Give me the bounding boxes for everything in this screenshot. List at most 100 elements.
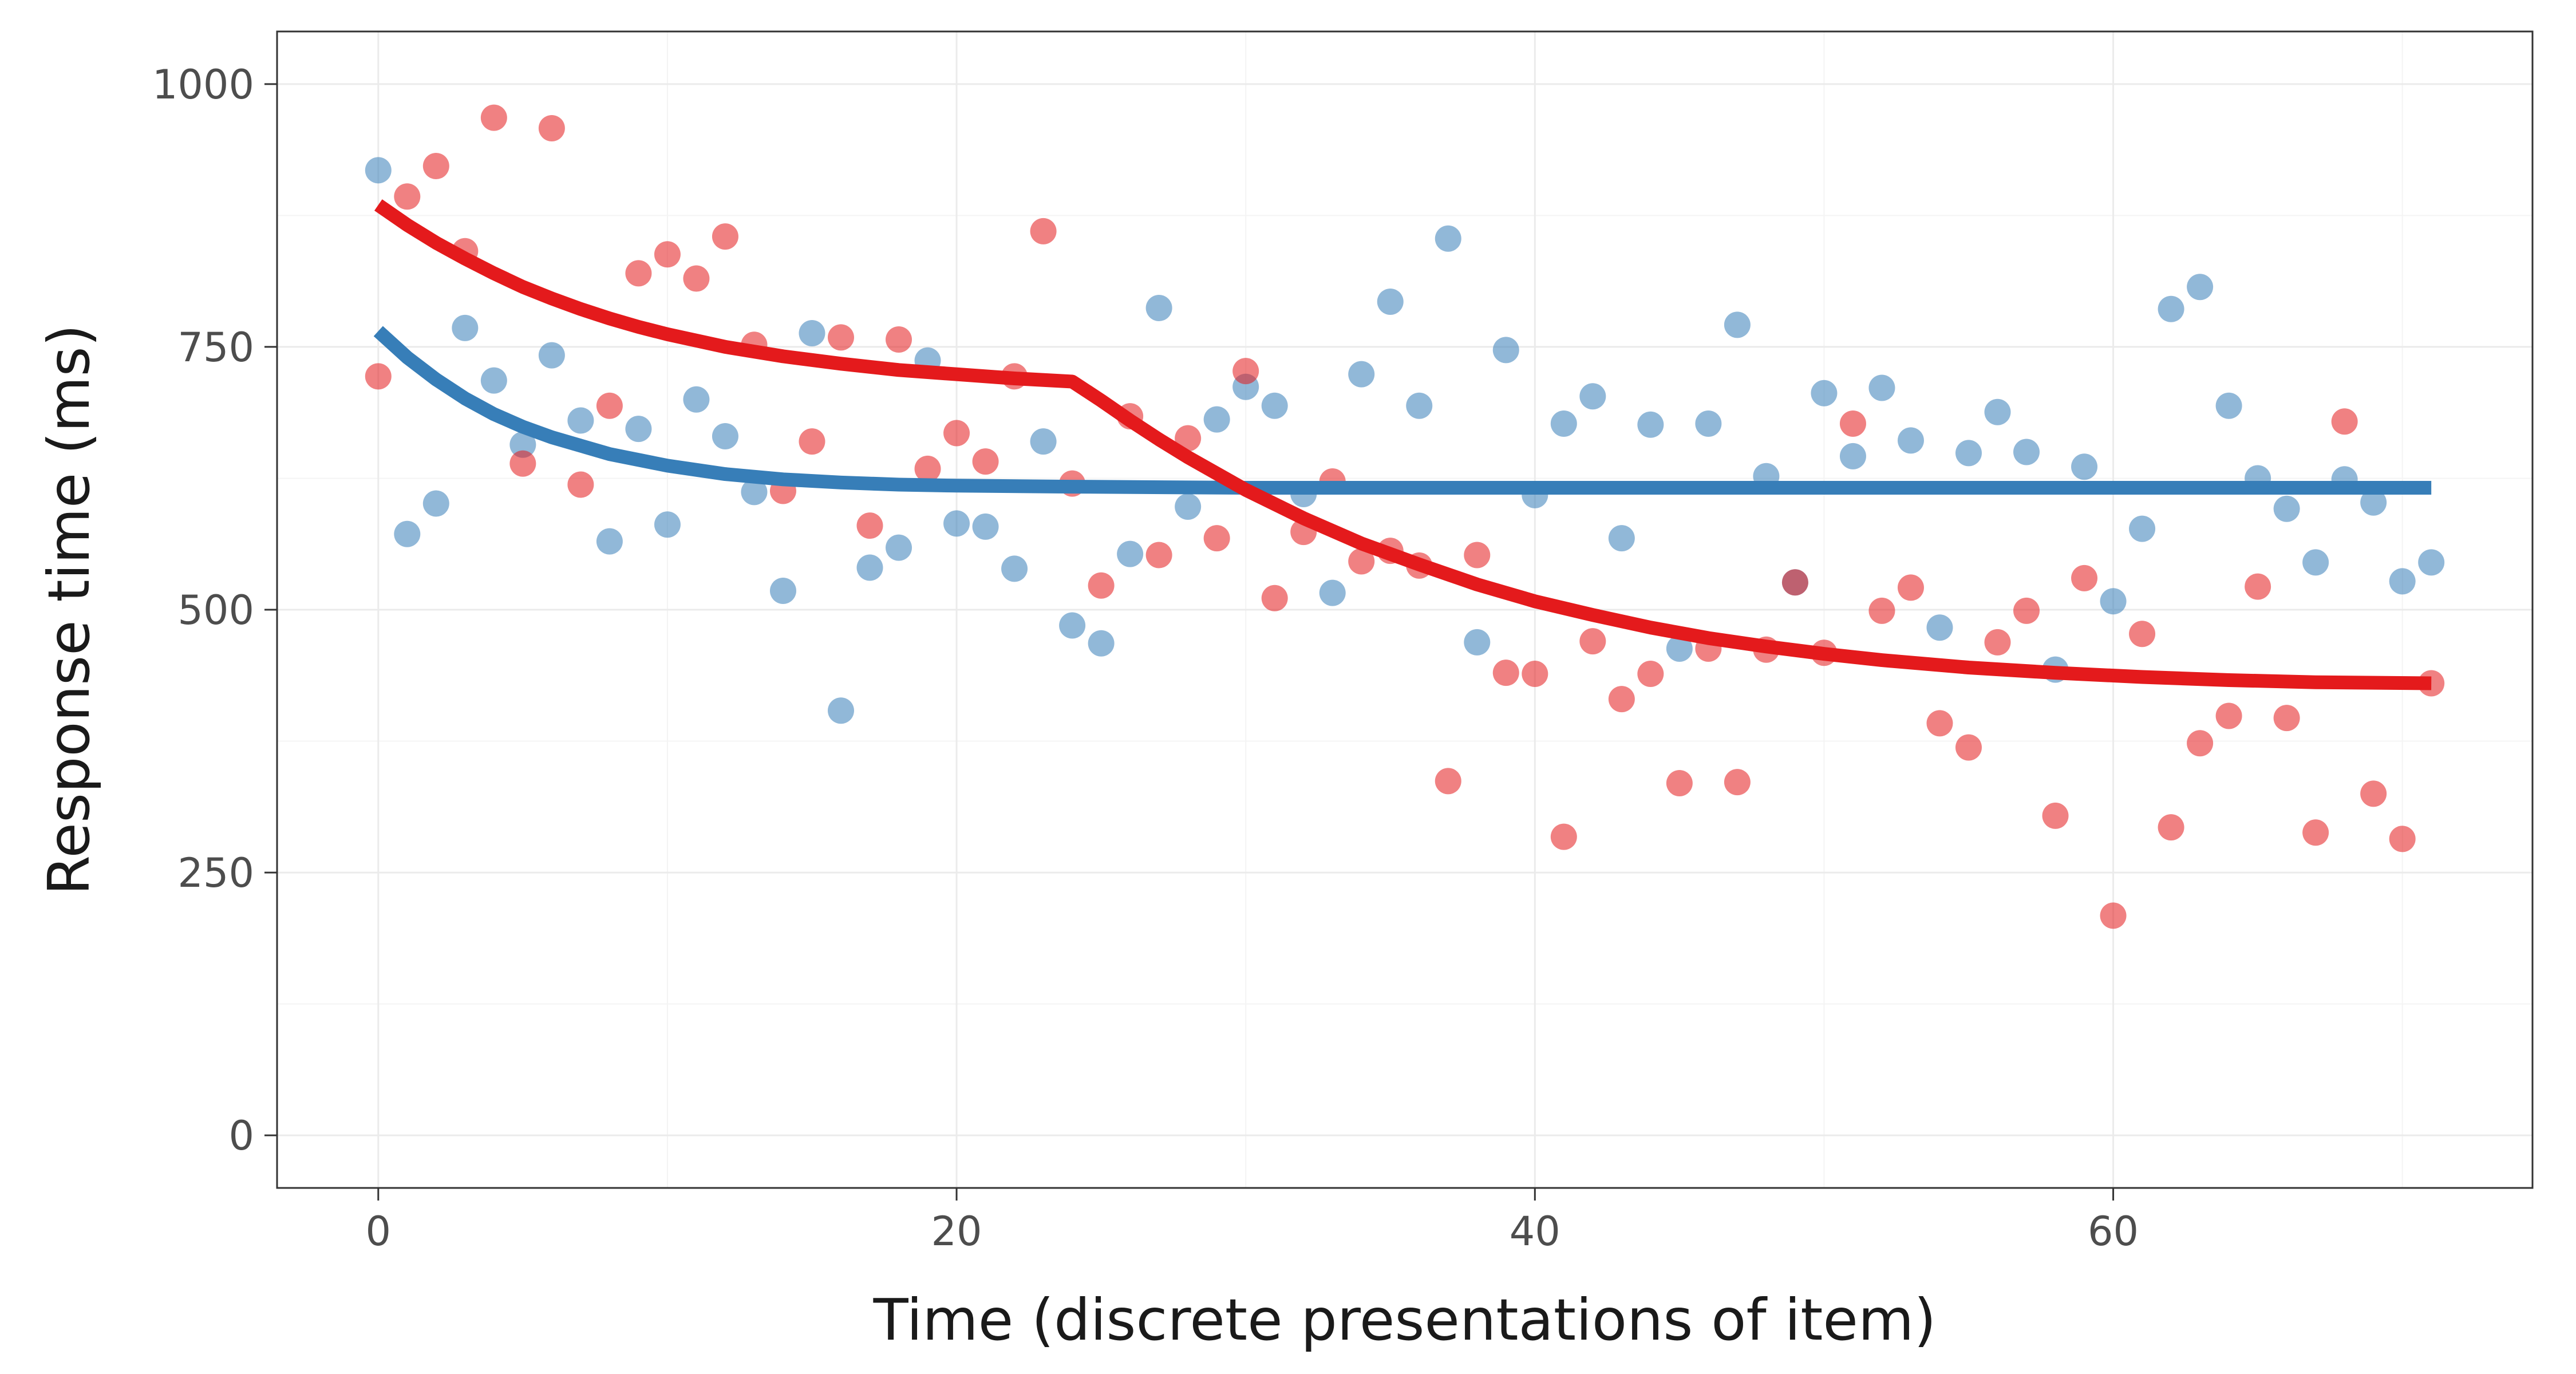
data-point-series-2 <box>2013 597 2040 624</box>
data-point-series-1 <box>567 407 594 434</box>
x-axis-title: Time (discrete presentations of item) <box>873 1286 1937 1353</box>
data-point-series-1 <box>596 528 623 555</box>
data-point-series-2 <box>509 450 536 477</box>
data-point-series-1 <box>1637 411 1664 438</box>
data-point-series-2 <box>2389 826 2416 852</box>
data-point-series-1 <box>2158 295 2184 322</box>
data-point-series-1 <box>2360 489 2387 516</box>
data-point-series-1 <box>1377 288 1404 315</box>
data-point-series-2 <box>1579 628 1606 655</box>
data-point-series-2 <box>1868 597 1895 624</box>
data-point-series-2 <box>480 104 507 131</box>
data-point-series-1 <box>509 431 536 458</box>
data-point-series-2 <box>1724 769 1751 796</box>
data-point-series-1 <box>1464 629 1491 656</box>
data-point-series-2 <box>856 512 883 539</box>
data-point-series-2 <box>1232 358 1259 385</box>
data-point-series-2 <box>2042 802 2069 829</box>
data-point-series-1 <box>2100 588 2127 615</box>
data-point-series-2 <box>712 223 738 250</box>
data-point-series-1 <box>1839 443 1866 469</box>
data-point-series-1 <box>365 157 392 184</box>
data-point-series-2 <box>2273 705 2300 732</box>
data-point-series-2 <box>1666 770 1693 796</box>
scatter-points <box>365 104 2445 929</box>
data-point-series-2 <box>943 420 970 447</box>
data-point-series-2 <box>1955 734 1982 761</box>
data-point-series-1 <box>480 367 507 394</box>
data-point-series-2 <box>1522 661 1548 688</box>
data-point-series-2 <box>799 428 825 455</box>
data-point-series-2 <box>1464 542 1491 568</box>
data-point-series-1 <box>1550 410 1577 437</box>
data-point-series-2 <box>1781 569 1808 596</box>
y-tick-label: 0 <box>228 1112 254 1159</box>
data-point-series-1 <box>2129 515 2156 542</box>
data-point-series-1 <box>1145 294 1172 321</box>
data-point-series-2 <box>1492 660 1519 686</box>
data-point-series-1 <box>1955 440 1982 467</box>
data-point-series-1 <box>2418 549 2445 576</box>
data-point-series-1 <box>2273 495 2300 522</box>
data-point-series-1 <box>1117 540 1144 567</box>
data-point-series-2 <box>1839 410 1866 437</box>
y-tick-label: 1000 <box>152 61 254 108</box>
data-point-series-1 <box>538 342 565 369</box>
major-gridlines <box>277 31 2532 1188</box>
data-point-series-1 <box>1695 410 1722 437</box>
data-point-series-2 <box>2158 814 2184 841</box>
data-point-series-1 <box>2302 549 2329 576</box>
data-point-series-1 <box>1001 555 1028 582</box>
data-point-series-2 <box>1550 823 1577 850</box>
data-point-series-2 <box>2215 702 2242 729</box>
data-point-series-1 <box>2071 453 2098 480</box>
data-point-series-2 <box>1088 572 1115 599</box>
data-point-series-1 <box>799 320 825 347</box>
x-tick-label: 40 <box>1510 1208 1560 1255</box>
data-point-series-1 <box>1926 614 1953 641</box>
data-point-series-1 <box>741 479 768 506</box>
data-point-series-1 <box>1868 374 1895 401</box>
data-point-series-2 <box>2129 621 2156 647</box>
data-point-series-1 <box>1030 428 1057 455</box>
data-point-series-1 <box>394 520 421 547</box>
data-point-series-1 <box>1492 337 1519 364</box>
data-point-series-1 <box>1608 525 1635 552</box>
data-point-series-2 <box>683 265 710 292</box>
data-point-series-1 <box>1724 311 1751 338</box>
data-point-series-1 <box>1984 398 2011 425</box>
data-point-series-2 <box>422 153 449 180</box>
data-point-series-2 <box>1203 525 1230 552</box>
data-point-series-2 <box>1261 585 1288 611</box>
data-point-series-2 <box>1637 661 1664 688</box>
data-point-series-2 <box>1984 629 2011 656</box>
data-point-series-2 <box>1897 574 1924 601</box>
data-point-series-2 <box>654 241 681 268</box>
data-point-series-1 <box>1897 427 1924 454</box>
data-point-series-2 <box>886 326 912 353</box>
fit-lines <box>373 199 2432 690</box>
data-point-series-1 <box>452 314 479 341</box>
data-point-series-1 <box>1059 612 1086 639</box>
data-point-series-2 <box>2071 564 2098 591</box>
y-tick-label: 750 <box>177 324 254 371</box>
data-point-series-2 <box>1348 548 1375 575</box>
data-point-series-2 <box>538 114 565 141</box>
data-point-series-1 <box>1088 630 1115 657</box>
data-point-series-2 <box>1608 686 1635 713</box>
fit-line-series-1 <box>373 326 2432 495</box>
data-point-series-1 <box>683 386 710 413</box>
data-point-series-2 <box>1175 425 1202 452</box>
data-point-series-1 <box>625 416 652 443</box>
data-point-series-1 <box>769 577 796 604</box>
data-point-series-1 <box>422 490 449 517</box>
data-point-series-2 <box>625 260 652 287</box>
data-point-series-1 <box>1406 392 1433 419</box>
data-point-series-1 <box>1348 361 1375 388</box>
data-point-series-2 <box>972 448 999 475</box>
data-point-series-1 <box>2013 439 2040 465</box>
x-tick-label: 20 <box>931 1208 982 1255</box>
data-point-series-1 <box>1579 383 1606 410</box>
y-tick-label: 250 <box>177 850 254 897</box>
data-point-series-1 <box>1811 380 1838 406</box>
